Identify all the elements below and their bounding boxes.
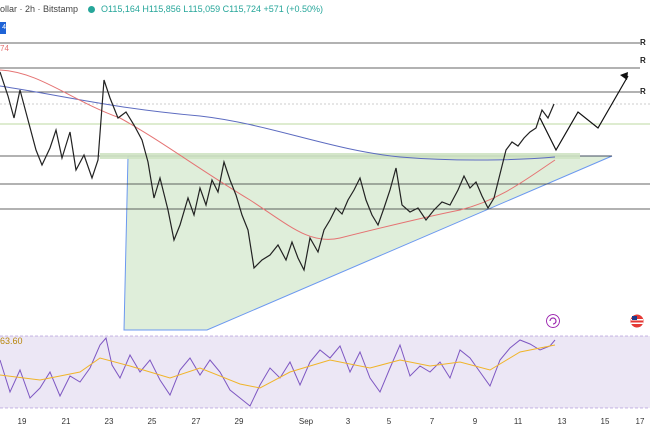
- x-axis-label: 19: [17, 417, 27, 426]
- us-flag-icon[interactable]: [630, 314, 644, 328]
- x-axis-label: Sep: [298, 417, 314, 426]
- projection-path: [539, 75, 629, 152]
- market-status-icon: [88, 5, 96, 13]
- level-label: R: [640, 87, 646, 96]
- level-label: R: [640, 38, 646, 47]
- x-axis-label: 29: [234, 417, 244, 426]
- symbol-title[interactable]: ollar · 2h · Bitstamp: [0, 4, 79, 14]
- rsi-moving-average: [0, 344, 556, 389]
- x-axis-label: 15: [600, 417, 610, 426]
- x-axis-label: 27: [191, 417, 201, 426]
- projection-arrowhead: [620, 72, 628, 80]
- x-axis-label: 21: [61, 417, 71, 426]
- x-axis-label: 7: [429, 417, 435, 426]
- rsi-band: [0, 336, 650, 408]
- rsi-line: [0, 336, 556, 407]
- level-label: R: [640, 56, 646, 65]
- refresh-icon[interactable]: [546, 314, 560, 328]
- price-label-left: 74: [0, 44, 9, 53]
- slow-moving-average: [0, 85, 556, 161]
- price-scale-tag: 4: [0, 22, 6, 34]
- x-axis-label: 11: [513, 417, 523, 426]
- x-axis-label: 13: [557, 417, 567, 426]
- chart-header: ollar · 2h · Bitstamp O115,164 H115,856 …: [0, 0, 650, 18]
- x-axis-label: 3: [345, 417, 351, 426]
- x-axis-label: 23: [104, 417, 114, 426]
- x-axis-label: 9: [472, 417, 478, 426]
- resistance-zone: [100, 153, 580, 159]
- x-axis-label: 17: [635, 417, 645, 426]
- rsi-value: 63.60: [0, 336, 23, 346]
- triangle-pattern: [123, 155, 613, 331]
- price-series: [0, 71, 555, 272]
- ohlc-readout: O115,164 H115,856 L115,059 C115,724 +571…: [101, 4, 324, 14]
- horizontal-levels: [0, 42, 650, 210]
- x-axis-label: 5: [386, 417, 392, 426]
- x-axis-label: 25: [147, 417, 157, 426]
